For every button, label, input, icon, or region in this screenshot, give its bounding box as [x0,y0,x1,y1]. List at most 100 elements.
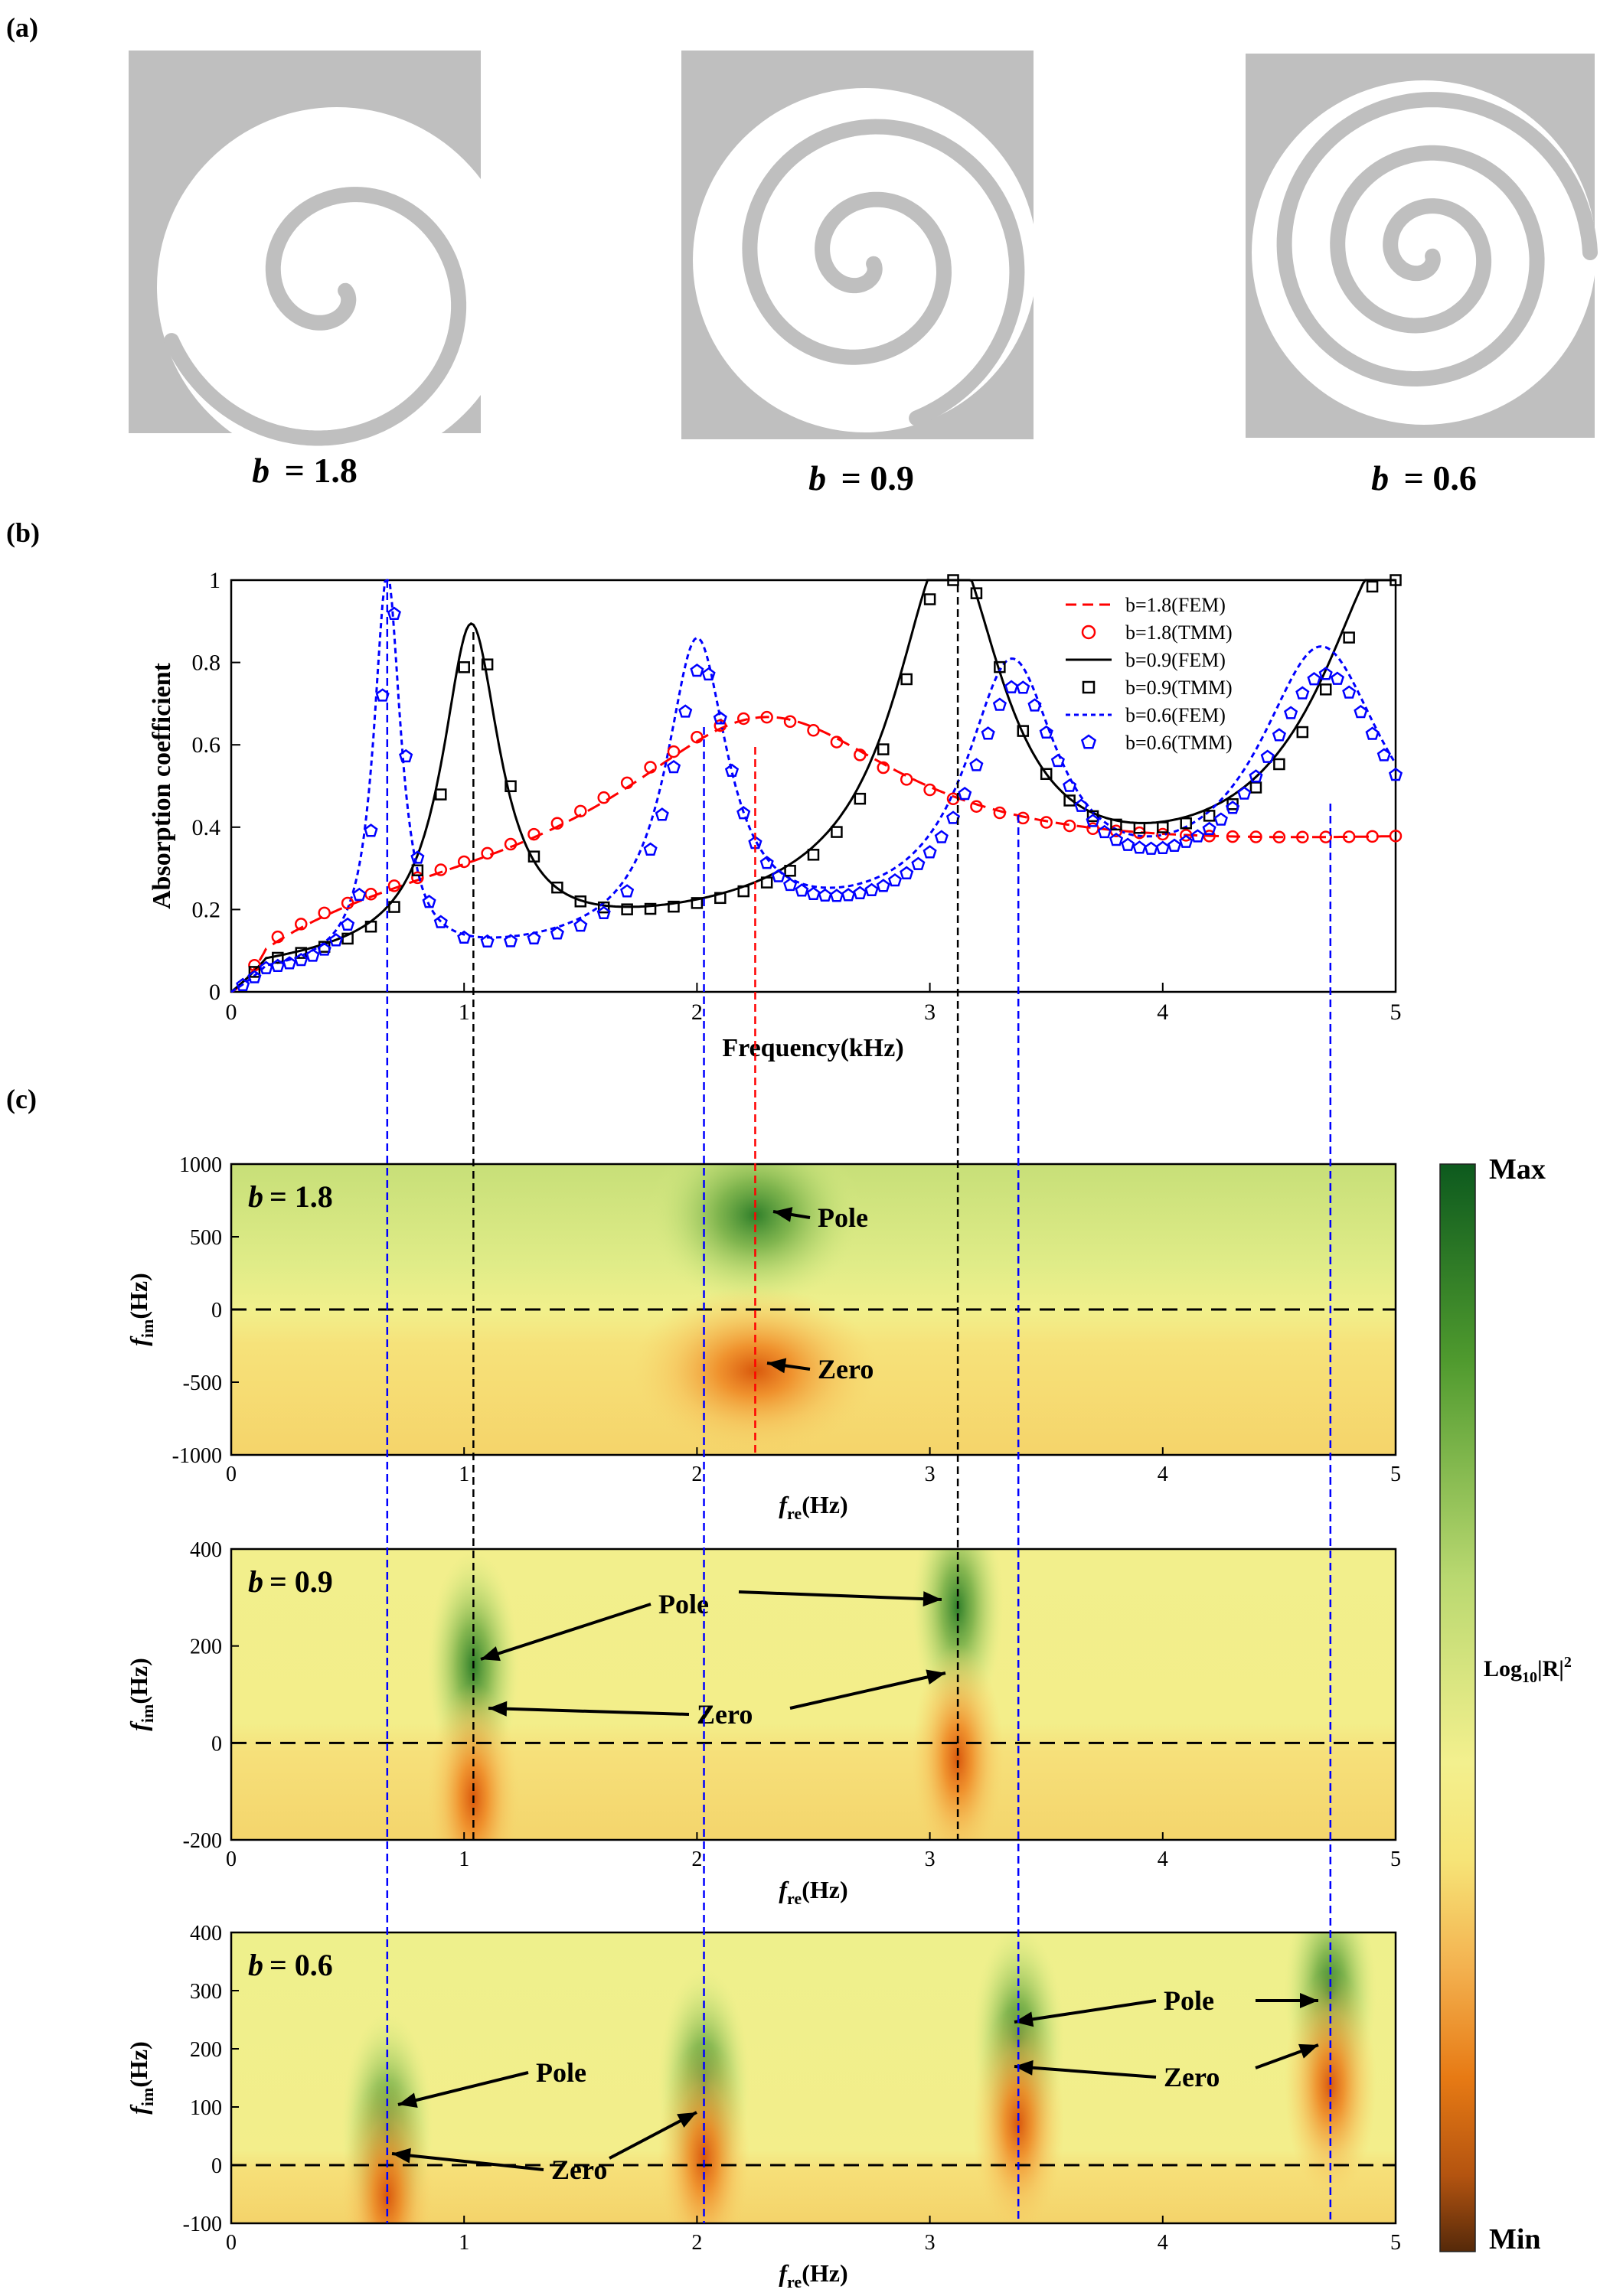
series-b09-tmm-point [388,901,400,913]
series-b06-tmm-point [736,806,751,820]
series-b09-tmm-point [1273,758,1285,771]
series-b09-tmm-point [527,850,540,863]
structure-b-label: b [1371,458,1389,497]
series-b06-tmm-point [911,856,926,870]
heatmap-title-value: = 0.9 [269,1564,333,1599]
series-b06-tmm-point [1342,685,1357,699]
series-b06-tmm-point [795,883,809,897]
colorbar-scale-label: Log10|R|2 [1484,1654,1572,1686]
series-b18-tmm-point [1156,827,1170,841]
series-b06-tmm-point [503,934,518,947]
series-b06-tmm-point [305,948,320,962]
series-b18-tmm-point [667,745,681,758]
panel-label-a: (a) [6,12,38,43]
heatmap-ylabel-unit: (Hz) [125,1273,152,1319]
series-b06-tmm-point [387,606,401,620]
legend-swatch-square [1082,680,1096,694]
series-b18-tmm-point [1342,830,1356,843]
heatmap-y-tick-label: -200 [183,1829,222,1853]
annotation-arrow [789,1671,946,1710]
heatmap-x-tick-label: 0 [226,1848,237,1871]
absorption-x-tick-label: 3 [924,1000,936,1025]
series-b06-tmm-point [1307,672,1321,686]
series-b06-tmm-point [900,866,914,879]
series-b06-tmm-point [923,845,937,859]
series-b06-tmm-point [759,856,774,869]
series-b18-tmm-point [457,855,471,869]
absorption-y-tick-label: 1 [209,568,220,593]
series-b09-fem [230,579,1396,993]
series-b18-tmm-point [574,804,587,818]
pole-region [648,1164,863,1307]
series-b09-tmm-point [1366,580,1379,593]
heatmap-xlabel: fre(Hz) [779,1876,847,1908]
series-b09-tmm-point [248,966,261,978]
series-b18-tmm-point [923,783,936,797]
series-b06-tmm-point [934,830,949,843]
heatmap-y-tick-label: 0 [211,1299,222,1322]
pole-label: Pole [818,1202,868,1233]
series-b06-tmm-point [841,888,856,902]
colorbar-label-rest: |R| [1537,1656,1564,1681]
series-b06-tmm-point [410,850,425,864]
series-b06-tmm-point [247,970,262,983]
series-b06-tmm-point [1272,728,1286,742]
series-b18-tmm-point [714,719,727,732]
heatmap-title-b: b [248,1179,263,1214]
series-b09-tmm-point [994,660,1006,673]
legend-label: b=0.6(TMM) [1125,732,1233,754]
absorption-x-tick-label: 2 [691,1000,703,1025]
annotation-arrow [1014,1999,1157,2024]
series-b06-tmm-point [1063,778,1077,792]
heatmap-xlabel-unit: (Hz) [802,2259,847,2287]
series-b18-tmm-point [550,817,564,830]
series-b09-tmm-point [1133,822,1146,834]
series-b18-tmm-point [295,918,308,931]
series-b09-tmm-point [854,792,867,805]
series-b06-tmm-point [399,748,413,763]
spiral-wall [1276,92,1598,387]
series-b18-tmm-point [271,930,285,944]
heatmap-x-tick-label: 4 [1158,1463,1168,1486]
series-b18-tmm-point [1272,830,1286,844]
zero-label: Zero [697,1699,753,1730]
series-b09-tmm-point [668,900,680,913]
series-b18-tmm-point [434,863,448,876]
series-b06-tmm-point [1318,667,1333,680]
absorption-y-tick-label: 0 [209,980,220,1005]
series-b09-tmm-point [831,826,843,838]
series-b06-tmm-point [1213,812,1228,826]
absorption-x-tick-label: 4 [1157,1000,1168,1025]
series-b06-tmm-point [328,933,343,947]
heatmap-y-tick-label: -1000 [172,1444,222,1468]
heatmap-x-tick-label: 1 [459,1848,469,1871]
series-b18-tmm-point [854,748,867,762]
series-b06-tmm-point [527,931,541,945]
series-b06-tmm-point [1074,798,1089,812]
spiral-wall [742,119,1025,426]
series-b06-tmm-point [1027,698,1042,712]
annotation-arrow [391,2152,544,2171]
series-b09-tmm-point [1086,810,1099,823]
series-b09-tmm-point [621,903,633,915]
series-b06-tmm-point [1004,680,1019,693]
series-b06-tmm-point [1086,814,1100,827]
series-b09-tmm-point [481,658,494,670]
series-b09-tmm-point [1319,683,1332,696]
spiral-cavity [157,107,517,467]
series-b06-tmm-point [352,887,367,902]
series-b09-tmm-point [411,864,424,876]
series-b18-tmm-point [691,730,704,744]
series-b06-tmm-point [1155,840,1170,854]
series-b09-tmm-point [923,593,936,605]
series-b09-tmm-point [295,947,308,959]
series-b09-tmm-point [1017,725,1030,737]
heatmap-ylabel-sub: im [138,1319,157,1338]
heatmap-x-tick-label: 5 [1390,1848,1401,1871]
annotation-arrowhead [1300,1993,1318,2008]
zero-label: Zero [1164,2062,1220,2092]
annotation-arrow [488,1707,690,1716]
series-b06-tmm-point [1284,706,1298,719]
series-b06-tmm-point [294,953,309,967]
series-b09-tmm-point [1226,797,1239,810]
